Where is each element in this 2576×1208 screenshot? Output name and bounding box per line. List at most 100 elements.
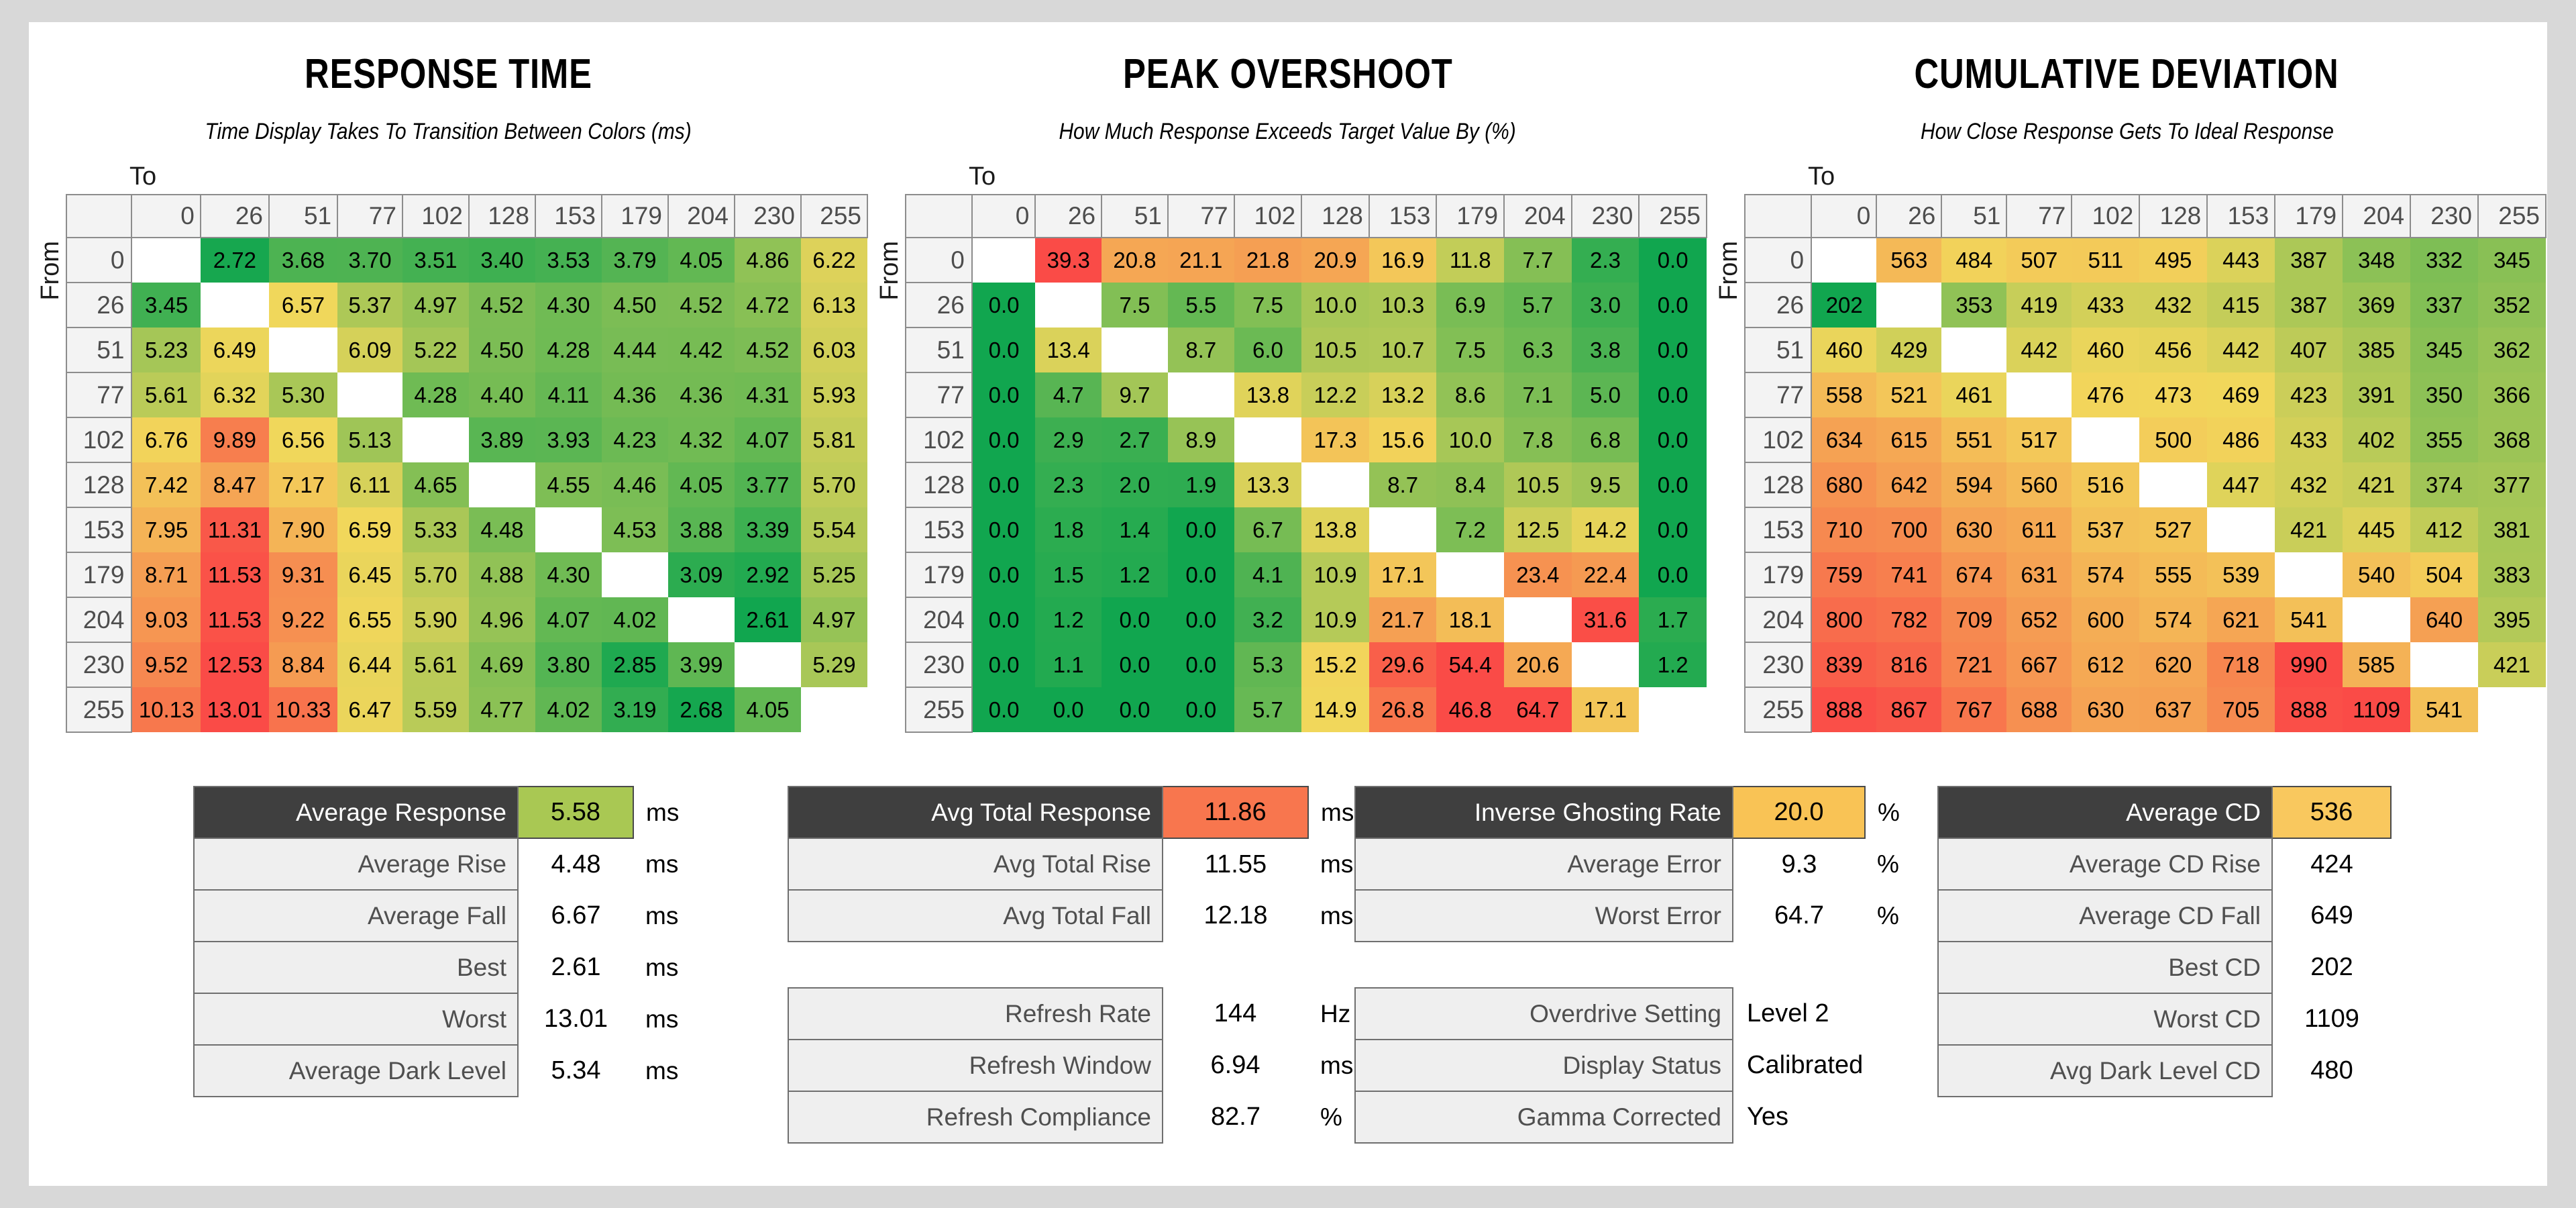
matrix-cell: 8.71 — [131, 552, 201, 598]
matrix-cell: 539 — [2207, 552, 2275, 598]
matrix-cell — [601, 552, 668, 598]
matrix-cell: 6.32 — [200, 372, 269, 418]
cumulative-deviation-chart: CUMULATIVE DEVIATION How Close Response … — [1707, 52, 2547, 734]
matrix-cell: 17.1 — [1368, 552, 1437, 598]
matrix-cell: 3.53 — [535, 238, 602, 283]
matrix-cell: 362 — [2477, 328, 2546, 373]
summary-row: Average Fall 6.67 ms — [193, 889, 707, 942]
matrix-cell: 54.4 — [1436, 642, 1505, 688]
summary-unit: ms — [646, 798, 680, 826]
matrix-cell: 5.37 — [337, 283, 402, 328]
matrix-cell: 594 — [1941, 462, 2007, 508]
chart-subtitle-response-time: Time Display Takes To Transition Between… — [205, 119, 692, 145]
matrix-cell: 4.28 — [402, 372, 469, 418]
matrix-cell: 0.0 — [1639, 417, 1707, 463]
col-header: 179 — [2274, 194, 2344, 239]
summary-value: 536 — [2271, 786, 2392, 839]
matrix-cell: 6.0 — [1234, 328, 1302, 373]
col-header: 128 — [2139, 194, 2208, 239]
matrix-cell: 8.7 — [1368, 462, 1437, 508]
col-header: 153 — [1368, 194, 1438, 239]
col-header: 255 — [1638, 194, 1707, 239]
matrix-cell: 21.8 — [1234, 238, 1302, 283]
matrix-cell: 12.53 — [200, 642, 269, 688]
row-header: 153 — [1743, 507, 1813, 554]
matrix-cell: 421 — [2477, 642, 2546, 688]
matrix-cell: 8.9 — [1167, 417, 1234, 463]
matrix-cell: 21.1 — [1167, 238, 1234, 283]
matrix-cell: 7.1 — [1504, 372, 1572, 418]
matrix-cell: 3.51 — [402, 238, 469, 283]
row-header: 0 — [905, 237, 973, 284]
matrix-row: 0 2.72 3.68 3.70 3.51 3.40 3.53 3.79 4.05 4.86 6.2… — [65, 237, 867, 284]
summary-row: Average CD 536 — [1937, 786, 2465, 839]
matrix-cell: 5.5 — [1167, 283, 1234, 328]
summary-unit: ms — [645, 850, 679, 878]
matrix-row: 204 800 782 709 652 600 574 621 541 640 395 — [1743, 597, 2546, 644]
row-header: 230 — [65, 642, 133, 689]
matrix-cell: 4.11 — [535, 372, 602, 418]
matrix-cell — [971, 238, 1036, 283]
summary-value: Level 2 — [1747, 999, 1829, 1027]
summary-unit: ms — [645, 1056, 679, 1085]
summary-row: Average Dark Level 5.34 ms — [193, 1044, 707, 1097]
matrix-cell: 705 — [2207, 687, 2275, 733]
matrix-cell: 2.72 — [200, 238, 269, 283]
matrix-cell: 0.0 — [971, 283, 1036, 328]
matrix-cell: 0.0 — [1639, 507, 1707, 553]
summary-unit: Hz — [1320, 999, 1351, 1027]
col-header: 102 — [401, 194, 470, 239]
matrix-header-row: 0 26 51 77 102 128 153 179 204 230 255 — [905, 194, 1707, 239]
matrix-cell: 10.13 — [131, 687, 201, 733]
matrix-cell: 0.0 — [971, 372, 1036, 418]
chart-title-peak-overshoot: PEAK OVERSHOOT — [1122, 51, 1453, 97]
summary-unit: % — [1320, 1103, 1342, 1131]
matrix-cell: 1.4 — [1102, 507, 1168, 553]
matrix-cell: 800 — [1811, 597, 1877, 643]
matrix-row: 77 558 521 461 476 473 469 423 391 350 366 — [1743, 372, 2546, 419]
matrix-cell: 4.36 — [667, 372, 735, 418]
summary-label: Worst — [193, 993, 519, 1046]
col-header: 204 — [2342, 194, 2412, 239]
matrix-cell: 8.47 — [200, 462, 269, 508]
matrix-cell: 442 — [2207, 328, 2275, 373]
summary-unit: % — [1877, 901, 1899, 929]
summary-unit — [2391, 890, 2465, 942]
matrix-cell: 11.8 — [1436, 238, 1505, 283]
matrix-header-row: 0 26 51 77 102 128 153 179 204 230 255 — [1743, 194, 2547, 239]
matrix-cell: 23.4 — [1504, 552, 1572, 598]
col-header: 230 — [733, 194, 802, 239]
matrix-cell: 2.85 — [601, 642, 668, 688]
col-header: 128 — [468, 194, 536, 239]
matrix-cell: 630 — [1941, 507, 2007, 553]
matrix-cell: 600 — [2072, 597, 2140, 643]
matrix-cell: 7.17 — [268, 462, 338, 508]
summary-value: 649 — [2310, 901, 2353, 929]
row-header: 128 — [905, 462, 973, 509]
summary-label: Gamma Corrected — [1354, 1091, 1733, 1144]
matrix-cell: 415 — [2207, 283, 2275, 328]
row-header: 128 — [1743, 462, 1813, 509]
matrix-cell: 6.56 — [268, 417, 338, 463]
matrix-cell: 2.7 — [1102, 417, 1168, 463]
matrix-cell: 2.9 — [1035, 417, 1102, 463]
matrix-cell — [1301, 462, 1369, 508]
heatmap-row: RESPONSE TIME Time Display Takes To Tran… — [29, 22, 2547, 734]
matrix-cell: 637 — [2139, 687, 2208, 733]
summary-row: Overdrive Setting Level 2 — [1354, 987, 1969, 1040]
matrix-row: 77 0.0 4.7 9.7 13.8 12.2 13.2 8.6 7.1 5.0 0.0 — [905, 372, 1707, 419]
matrix-cell: 377 — [2477, 462, 2546, 508]
matrix-cell: 5.70 — [800, 462, 867, 508]
col-header: 77 — [2006, 194, 2073, 239]
matrix-cell: 541 — [2410, 687, 2478, 733]
matrix-cell: 612 — [2072, 642, 2140, 688]
col-header: 26 — [1034, 194, 1103, 239]
refresh-summary-table: Refresh Rate 144 Hz Refresh Window 6.94 ms Ref… — [788, 987, 1381, 1144]
matrix-cell: 4.32 — [667, 417, 735, 463]
summary-row: Inverse Ghosting Rate 20.0% — [1354, 786, 1939, 839]
matrix-cell: 20.8 — [1102, 238, 1168, 283]
row-header: 51 — [1743, 327, 1813, 374]
from-axis-label: From — [875, 241, 904, 301]
matrix-cell: 5.93 — [800, 372, 867, 418]
matrix-cell: 3.39 — [734, 507, 801, 553]
